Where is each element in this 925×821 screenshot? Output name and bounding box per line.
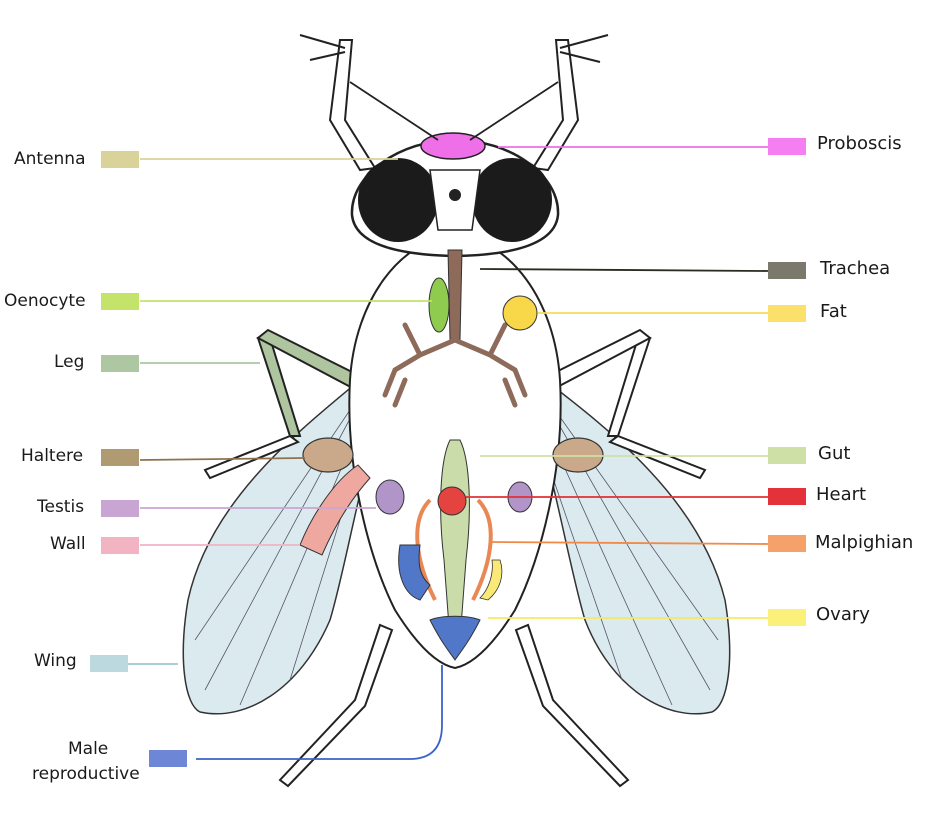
fat-swatch — [768, 305, 806, 322]
left-testis — [375, 479, 405, 515]
oenocyte-label: Oenocyte — [4, 291, 86, 311]
haltere-swatch — [101, 449, 139, 466]
leader-lines — [128, 146, 769, 760]
wing-label: Wing — [34, 651, 77, 671]
malpighian-swatch — [768, 535, 806, 552]
gut-label: Gut — [818, 443, 851, 464]
right-wing — [534, 378, 731, 715]
wall-swatch — [101, 537, 139, 554]
head — [349, 81, 560, 258]
haltere-label: Haltere — [21, 446, 84, 466]
trachea-branches — [382, 322, 528, 408]
legs — [203, 34, 707, 788]
fat-label: Fat — [820, 301, 847, 322]
heart-swatch — [768, 488, 806, 505]
heart-label: Heart — [816, 484, 867, 505]
muscle-wall — [299, 464, 371, 556]
trachea-trunk — [447, 249, 463, 341]
fat-body — [502, 295, 538, 331]
wing-swatch — [90, 655, 128, 672]
testis-label: Testis — [37, 497, 85, 517]
leg-label: Leg — [54, 352, 85, 372]
malpighian-label: Malpighian — [815, 532, 914, 553]
ovary-shape — [479, 559, 503, 601]
right-eye — [472, 158, 552, 242]
left-eye — [358, 158, 438, 242]
proboscis-swatch — [768, 138, 806, 155]
left-haltere — [302, 437, 354, 473]
oenocyte-shape — [428, 277, 450, 333]
ovary-swatch — [768, 609, 806, 626]
antenna-label: Antenna — [14, 149, 86, 169]
oenocyte-swatch — [101, 293, 139, 310]
trachea-swatch — [768, 262, 806, 279]
trachea-label: Trachea — [820, 258, 891, 279]
proboscis-label: Proboscis — [817, 133, 902, 154]
right-haltere — [552, 437, 604, 473]
heart-shape — [437, 486, 467, 516]
leg-swatch — [101, 355, 139, 372]
antenna-swatch — [101, 151, 139, 168]
testis-swatch — [101, 500, 139, 517]
male-reproductive-shape — [398, 544, 431, 601]
male-reproductive-label-line1: Male — [68, 739, 109, 759]
gut-swatch — [768, 447, 806, 464]
male-reproductive-label-line2: reproductive — [32, 764, 140, 784]
ovary-label: Ovary — [816, 604, 870, 625]
wall-label: Wall — [50, 534, 86, 554]
male-reproductive-swatch — [149, 750, 187, 767]
